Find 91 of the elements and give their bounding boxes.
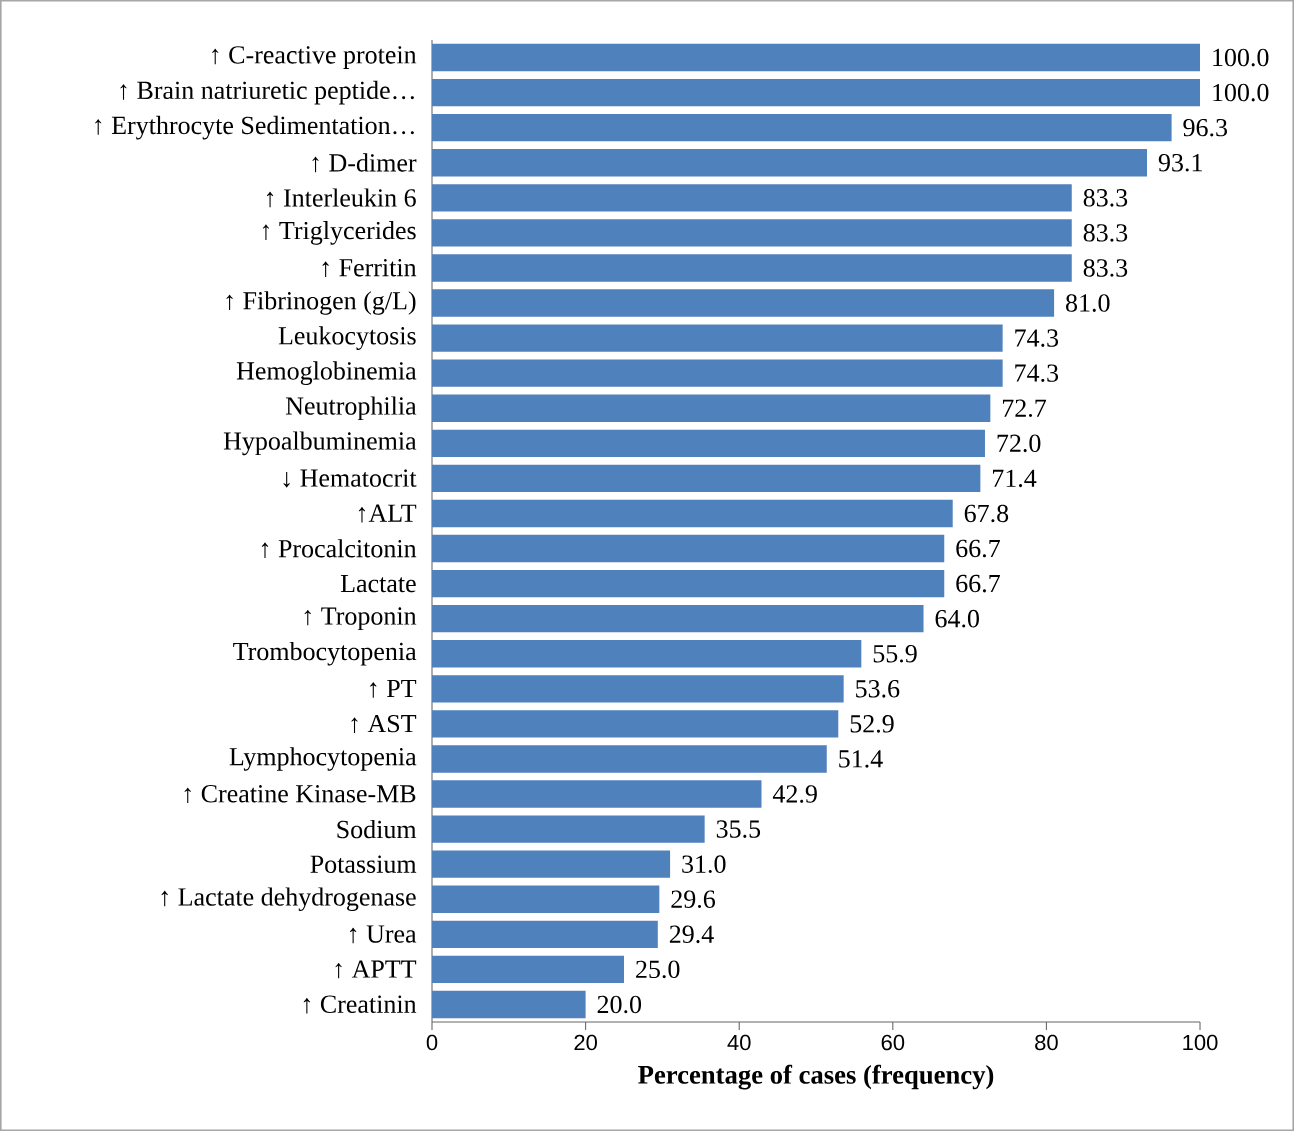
y-tick-label: ↑ APTT (335, 960, 417, 979)
y-tick-label: ↑ Procalcitonin (261, 539, 417, 558)
bar (432, 359, 1003, 387)
y-tick-label: ↑ AST (351, 714, 417, 733)
bar (432, 43, 1201, 72)
data-label: 66.7 (956, 539, 1000, 558)
data-label: 93.1 (1158, 153, 1202, 172)
bar (432, 955, 625, 984)
data-label: 25.0 (636, 960, 680, 979)
y-tick-label: Potassium (310, 855, 417, 873)
data-label: 42.9 (772, 785, 817, 803)
data-label: 81.0 (1066, 294, 1110, 312)
y-tick-label: ↑ Creatine Kinase-MB (184, 785, 416, 804)
x-tick-label: 60 (881, 1034, 905, 1051)
data-label: 52.9 (850, 715, 894, 733)
bar (432, 114, 1172, 142)
y-tick-label: ↑ Triglycerides (262, 221, 416, 245)
y-tick-label: ↑ Interleukin 6 (267, 188, 416, 208)
y-tick-label: Sodium (337, 819, 417, 839)
data-label: 96.3 (1183, 118, 1228, 137)
bar (432, 499, 953, 528)
y-tick-label: ↑ Lactate dehydrogenase (161, 887, 416, 912)
bar (432, 289, 1055, 317)
x-tick-label: 80 (1035, 1034, 1058, 1051)
y-tick-label: ↑ Fibrinogen (g/L) (226, 291, 416, 315)
y-tick-label: ↑ Erythrocyte Sedimentation… (95, 115, 414, 140)
bar (432, 254, 1072, 282)
data-label: 83.3 (1083, 224, 1128, 242)
bar (432, 990, 586, 1019)
bar (432, 815, 705, 843)
bar (432, 885, 660, 913)
bar (432, 605, 924, 633)
data-label: 66.7 (956, 574, 1000, 593)
bar (432, 780, 762, 808)
y-tick-label: ↑ D-dimer (312, 153, 417, 173)
bar (432, 745, 827, 773)
y-tick-label: ↑ PT (370, 679, 417, 698)
bar (432, 464, 981, 493)
data-label: 29.4 (669, 925, 714, 944)
y-tick-label: ↑ Troponin (304, 607, 417, 631)
data-label: 74.3 (1015, 364, 1059, 382)
y-tick-label: ↑ C-reactive protein (212, 46, 417, 69)
y-tick-label: Neutrophilia (285, 396, 417, 421)
bar (432, 394, 991, 422)
bar (432, 710, 839, 738)
y-tick-label: ↓ Hematocrit (283, 469, 417, 488)
data-label: 72.7 (1003, 399, 1047, 418)
bar (432, 429, 985, 457)
data-label: 71.4 (993, 469, 1037, 488)
bar (432, 640, 862, 668)
data-label: 51.4 (839, 750, 883, 768)
data-label: 20.0 (597, 995, 642, 1014)
bar (432, 534, 945, 563)
data-label: 55.9 (873, 644, 917, 663)
data-label: 83.3 (1083, 259, 1128, 277)
y-tick-label: Lactate (340, 574, 416, 593)
y-tick-label: ↑ALT (358, 504, 417, 523)
y-tick-label: ↑ Ferritin (322, 258, 417, 277)
y-tick-label: Trombocytopenia (233, 641, 417, 666)
y-tick-label: Leukocytosis (278, 326, 416, 350)
data-label: 53.6 (856, 680, 900, 698)
x-axis-title: Percentage of cases (frequency) (638, 1064, 994, 1090)
data-label: 72.0 (997, 434, 1041, 453)
bar (432, 569, 945, 598)
data-label: 29.6 (671, 890, 715, 909)
bar (432, 324, 1003, 352)
bar (432, 219, 1072, 247)
y-tick-label: Lymphocytopenia (229, 747, 417, 771)
data-label: 100.0 (1213, 48, 1269, 67)
y-tick-label: ↑ Brain natriuretic peptide… (120, 80, 414, 105)
bar (432, 184, 1072, 212)
data-label: 83.3 (1083, 188, 1128, 207)
data-label: 100.0 (1213, 83, 1269, 102)
y-tick-label: ↑ Creatinin (303, 995, 417, 1014)
y-tick-label: Hypoalbuminemia (223, 431, 417, 456)
x-tick-label: 40 (727, 1034, 751, 1051)
x-tick-label: 100 (1183, 1034, 1218, 1051)
bar (432, 675, 844, 703)
bar (432, 920, 658, 949)
y-tick-label: ↑ Urea (350, 925, 417, 944)
bar (432, 850, 671, 878)
data-label: 31.0 (682, 855, 726, 874)
data-label: 67.8 (964, 504, 1009, 523)
bar (432, 78, 1201, 107)
x-tick-label: 0 (426, 1034, 438, 1051)
data-label: 35.5 (716, 820, 761, 838)
bar (432, 149, 1148, 177)
data-label: 64.0 (935, 609, 979, 628)
data-label: 74.3 (1015, 329, 1059, 347)
y-tick-label: Hemoglobinemia (236, 361, 417, 385)
x-tick-label: 20 (574, 1034, 597, 1051)
